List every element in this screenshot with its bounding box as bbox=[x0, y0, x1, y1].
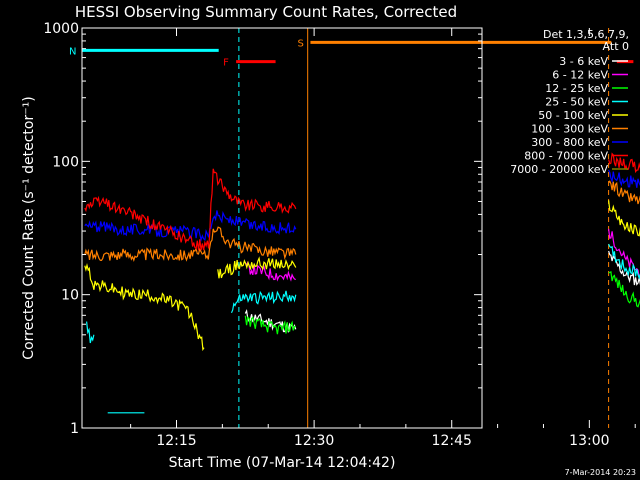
legend-label-3: 25 - 50 keV bbox=[545, 96, 608, 109]
footer-date: 7-Mar-2014 20:23 bbox=[565, 468, 636, 477]
x-tick-label-3: 13:00 bbox=[569, 433, 609, 449]
series-4-segment-1 bbox=[217, 256, 297, 279]
legend-label-7: 800 - 7000 keV bbox=[524, 150, 608, 163]
y-tick-label-2: 100 bbox=[52, 154, 79, 170]
legend-label-4: 50 - 100 keV bbox=[538, 109, 608, 122]
plot-frame bbox=[81, 27, 483, 429]
plot-series bbox=[84, 152, 640, 414]
legend-label-6: 300 - 800 keV bbox=[531, 136, 608, 149]
series-2-segment-0 bbox=[244, 315, 297, 335]
x-tick-label-1: 12:30 bbox=[294, 433, 334, 449]
flag-n-label: N bbox=[69, 46, 76, 57]
y-axis-label: Corrected Count Rate (s⁻¹ detector⁻¹) bbox=[21, 96, 37, 359]
legend-label-2: 12 - 25 keV bbox=[545, 82, 608, 95]
series-1-segment-1 bbox=[608, 228, 640, 279]
series-6-segment-1 bbox=[608, 169, 640, 188]
y-tick-label-1: 10 bbox=[61, 288, 79, 304]
series-7-segment-1 bbox=[608, 152, 640, 174]
series-5-segment-0 bbox=[84, 226, 297, 262]
flag-f-label: F bbox=[223, 58, 229, 69]
series-3-segment-3 bbox=[608, 243, 640, 280]
series-3-segment-2 bbox=[230, 290, 297, 314]
legend-label-1: 6 - 12 keV bbox=[552, 69, 608, 82]
legend-label-5: 100 - 300 keV bbox=[531, 123, 608, 136]
flag-s-label: S bbox=[297, 38, 303, 49]
series-4-segment-0 bbox=[84, 263, 205, 352]
series-2-segment-1 bbox=[608, 271, 640, 308]
y-tick-label-3: 1000 bbox=[43, 21, 79, 37]
legend-header-1: Att 0 bbox=[603, 40, 629, 53]
plot-lines bbox=[238, 28, 610, 428]
legend-label-0: 3 - 6 keV bbox=[559, 55, 608, 68]
legend-header-0: Det 1,3,5,6,7,9, bbox=[543, 28, 629, 41]
x-tick-label-0: 12:15 bbox=[156, 433, 196, 449]
legend-label-8: 7000 - 20000 keV bbox=[510, 163, 608, 176]
series-3-segment-0 bbox=[86, 321, 95, 344]
x-axis-label: Start Time (07-Mar-14 12:04:42) bbox=[169, 455, 396, 471]
series-6-segment-0 bbox=[84, 210, 297, 243]
series-5-segment-1 bbox=[608, 180, 640, 205]
chart-title: HESSI Observing Summary Count Rates, Cor… bbox=[75, 3, 457, 21]
x-tick-label-2: 12:45 bbox=[432, 433, 472, 449]
series-4-segment-2 bbox=[608, 200, 640, 237]
series-7-segment-0 bbox=[84, 168, 297, 251]
series-0-segment-1 bbox=[608, 250, 640, 286]
y-tick-label-0: 1 bbox=[70, 421, 79, 437]
